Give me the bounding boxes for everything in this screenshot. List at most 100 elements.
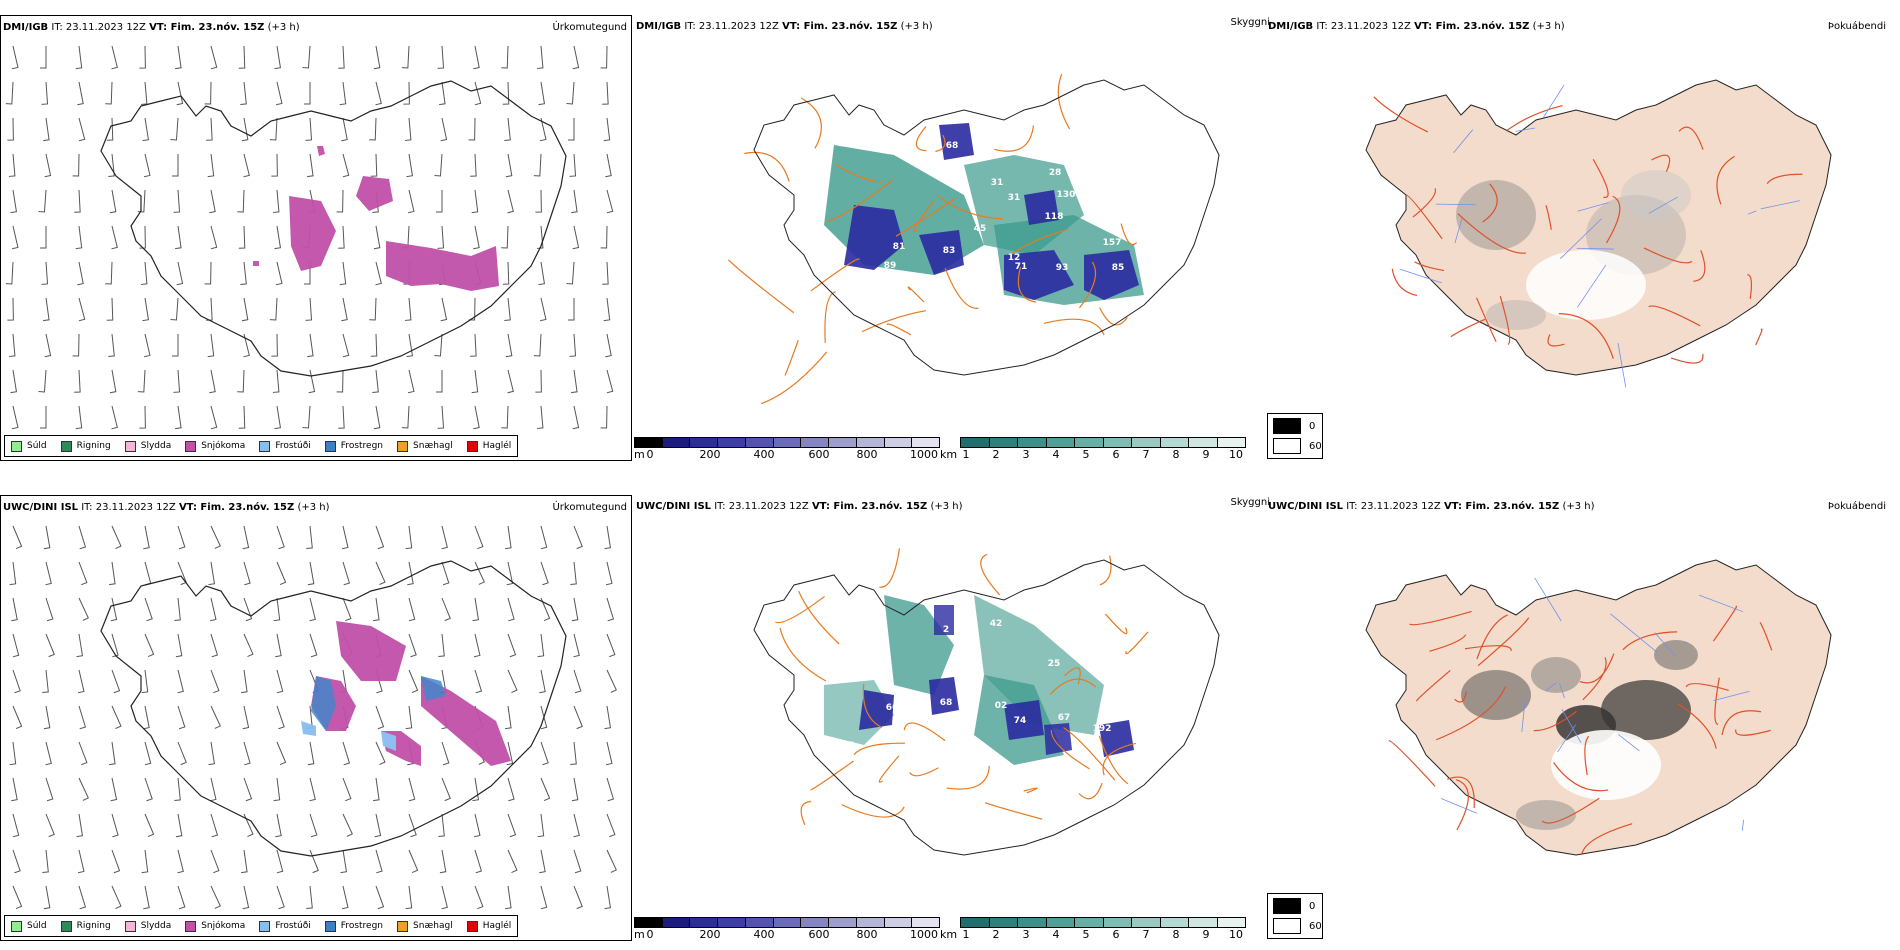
legend-item: Rigning — [60, 920, 111, 932]
wind-barb — [173, 189, 181, 213]
fog-shading — [1461, 640, 1698, 830]
wind-barb — [473, 405, 480, 430]
wind-barb — [506, 741, 514, 766]
road-line — [1499, 296, 1511, 345]
legend-item: Frostregn — [324, 920, 383, 932]
legend-swatch — [259, 440, 271, 452]
wind-barb — [111, 669, 121, 694]
wind-barb — [605, 153, 612, 178]
colorbar-tick: 8 — [1172, 448, 1180, 461]
wind-barb — [144, 633, 155, 658]
legend-item: Súld — [11, 440, 47, 452]
fog-legend: 0 60 — [1267, 413, 1323, 459]
wind-barb — [504, 297, 511, 322]
river-line — [1577, 202, 1609, 212]
wind-barb — [208, 561, 216, 586]
fog-legend-row: 0 — [1273, 418, 1315, 434]
wind-barb — [45, 813, 55, 838]
wind-barb — [269, 297, 278, 321]
wind-barb — [369, 297, 377, 321]
wind-barb — [440, 297, 448, 322]
road-line — [1405, 194, 1443, 240]
colorbar-gradient — [960, 437, 1246, 448]
wind-barb — [272, 369, 280, 393]
wind-barb — [243, 333, 250, 358]
wind-barb — [441, 525, 448, 550]
wind-barb — [269, 117, 278, 141]
road-line — [935, 134, 946, 153]
colorbar-tick: 0 — [646, 928, 654, 941]
cloud-value: 2 — [849, 741, 855, 751]
wind-barb — [9, 561, 17, 586]
road-line — [1579, 653, 1615, 684]
road-line — [1735, 729, 1771, 736]
cloud-value: 2 — [859, 276, 865, 286]
wind-barb — [78, 705, 87, 730]
wind-barb — [474, 885, 484, 910]
wind-barb — [472, 777, 480, 802]
road-line — [1670, 353, 1704, 364]
wind-barb — [106, 297, 114, 321]
wind-barb — [206, 117, 213, 141]
wind-barb — [204, 81, 212, 105]
road-line — [1622, 631, 1678, 651]
wind-barb — [572, 225, 580, 250]
wind-barb — [504, 117, 511, 142]
wind-barb — [507, 813, 517, 838]
wind-barb — [44, 333, 52, 358]
legend-item: Snæhagl — [397, 440, 453, 452]
wind-barb — [570, 741, 577, 766]
wind-barb — [241, 669, 248, 694]
wind-barb — [109, 561, 116, 586]
wind-barb — [108, 333, 115, 358]
fog-legend-row: 60 — [1273, 438, 1322, 454]
wind-barb — [408, 669, 419, 694]
wind-barb — [5, 261, 14, 285]
wind-barb — [505, 705, 512, 730]
wind-barb — [505, 333, 513, 358]
road-line — [1558, 313, 1614, 359]
wind-barbs — [5, 45, 614, 430]
wind-barb — [40, 46, 47, 69]
wind-barb — [243, 633, 254, 657]
colorbar-unit: km — [940, 448, 958, 461]
wind-barb — [276, 885, 285, 910]
wind-barb — [238, 225, 246, 249]
wind-barb — [141, 669, 149, 694]
wind-barb — [540, 705, 548, 730]
wind-barb — [210, 45, 218, 70]
river-line — [1741, 819, 1745, 831]
wind-barb — [243, 561, 251, 586]
wind-barb — [7, 117, 14, 141]
wind-barb — [204, 261, 212, 285]
wind-barb — [339, 81, 347, 106]
road-line — [1079, 261, 1096, 309]
wind-barb — [139, 405, 146, 429]
wind-barb — [540, 561, 549, 586]
wind-barb — [273, 777, 281, 802]
cloud-value: 157 — [1103, 238, 1122, 248]
wind-barb — [273, 597, 281, 622]
wind-barb — [342, 597, 352, 622]
wind-barb — [533, 153, 542, 177]
wind-barb — [441, 741, 450, 766]
road-line — [1476, 614, 1508, 660]
wind-barb — [78, 777, 89, 801]
wind-barb — [339, 261, 347, 286]
wind-barb — [12, 669, 21, 694]
wind-barb — [241, 849, 248, 874]
wind-barb — [573, 885, 583, 910]
wind-barb — [375, 741, 386, 765]
colorbar-tick: 4 — [1052, 448, 1060, 461]
colorbar-unit: km — [940, 928, 958, 941]
wind-barb — [271, 333, 278, 357]
road-line — [1464, 645, 1512, 652]
wind-barb — [571, 777, 579, 802]
wind-barb — [606, 777, 615, 802]
road-line — [779, 627, 827, 682]
wind-barb — [143, 885, 150, 910]
legend-swatch — [185, 920, 197, 932]
wind-barb — [470, 333, 477, 357]
wind-barb — [111, 633, 119, 658]
wind-barb — [243, 597, 253, 622]
